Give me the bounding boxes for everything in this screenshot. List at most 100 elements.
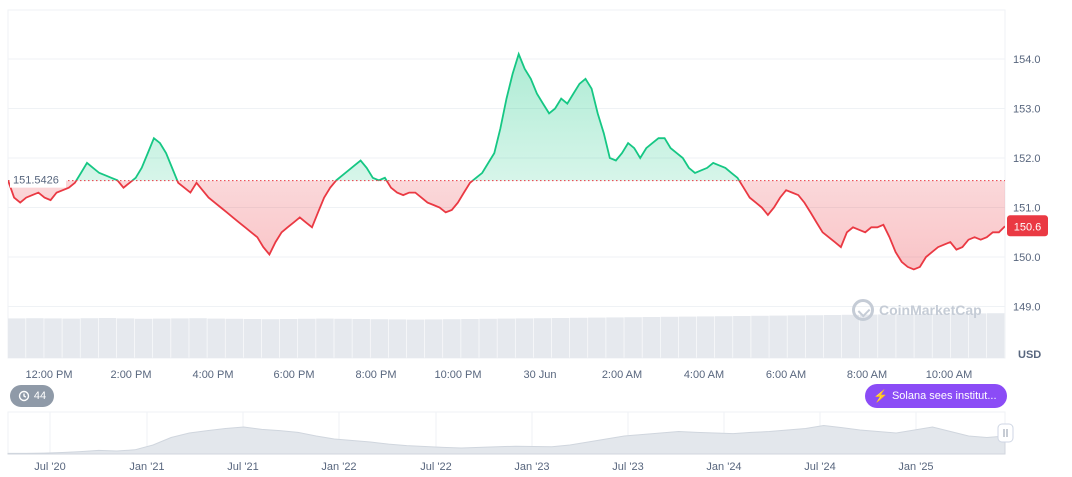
volume-bar — [624, 317, 642, 358]
volume-bar — [533, 318, 552, 358]
area-above-baseline — [8, 54, 1005, 181]
y-tick-label: 153.0 — [1013, 104, 1041, 116]
overview-x-tick-label: Jul '22 — [420, 461, 451, 473]
volume-bar — [642, 317, 660, 358]
volume-bar — [497, 318, 515, 358]
volume-bar — [44, 318, 62, 358]
volume-bar — [968, 313, 987, 358]
volume-bar — [316, 318, 334, 358]
x-tick-label: 2:00 PM — [111, 369, 152, 381]
news-badge-text: Solana sees institut... — [891, 390, 997, 402]
volume-bar — [805, 315, 824, 358]
x-tick-label: 10:00 PM — [434, 369, 481, 381]
x-tick-label: 12:00 PM — [25, 369, 72, 381]
news-badge[interactable]: ⚡ Solana sees institut... — [865, 384, 1007, 408]
x-tick-label: 30 Jun — [523, 369, 556, 381]
overview-x-tick-label: Jan '25 — [898, 461, 933, 473]
x-tick-label: 6:00 AM — [766, 369, 806, 381]
x-tick-label: 10:00 AM — [926, 369, 972, 381]
volume-bar — [424, 319, 443, 358]
volume-bar — [370, 319, 389, 358]
baseline-label: 151.5426 — [13, 175, 59, 187]
x-tick-label: 8:00 PM — [356, 369, 397, 381]
volume-bar — [769, 315, 787, 358]
volume-bar — [80, 318, 99, 358]
volume-bar — [298, 318, 316, 358]
volume-bar — [696, 316, 715, 358]
volume-bar — [859, 314, 878, 358]
volume-bar — [787, 315, 805, 358]
volume-bar — [950, 313, 969, 358]
volume-bar — [98, 318, 117, 358]
volume-bar — [225, 318, 244, 358]
volume-bar — [334, 318, 352, 358]
volume-bar — [134, 318, 153, 358]
volume-bar — [606, 317, 624, 358]
volume-bar — [62, 318, 80, 358]
price-line-up — [8, 51, 741, 181]
volume-bar — [751, 315, 769, 358]
currency-label: USD — [1018, 349, 1041, 361]
volume-bar — [171, 318, 189, 358]
overview-area — [7, 424, 1006, 455]
x-tick-label: 8:00 AM — [847, 369, 887, 381]
volume-bar — [8, 318, 26, 358]
volume-bar — [189, 318, 207, 358]
x-tick-label: 2:00 AM — [602, 369, 642, 381]
volume-bar — [515, 318, 534, 358]
area-below-baseline — [8, 180, 1005, 270]
history-icon — [18, 390, 30, 402]
overview-x-tick-label: Jan '22 — [321, 461, 356, 473]
volume-bar — [588, 317, 606, 358]
volume-bar — [461, 319, 479, 358]
volume-bar — [986, 313, 1005, 358]
overview-x-tick-label: Jul '23 — [612, 461, 643, 473]
volume-bar — [841, 314, 860, 358]
baseline-label-bg — [10, 171, 66, 188]
volume-bar — [678, 316, 697, 358]
y-tick-label: 149.0 — [1013, 302, 1041, 314]
volume-bar — [26, 318, 44, 358]
volume-bar — [153, 318, 171, 358]
y-tick-label: 154.0 — [1013, 54, 1041, 66]
volume-bar — [733, 316, 751, 358]
volume-bar — [823, 315, 842, 358]
current-price-label: 150.6 — [1014, 221, 1042, 233]
y-tick-label: 152.0 — [1013, 153, 1041, 165]
volume-bar — [279, 319, 298, 358]
current-price-tag — [1007, 215, 1048, 237]
volume-bar — [896, 314, 914, 358]
overview-x-tick-label: Jul '20 — [34, 461, 65, 473]
coinmarketcap-logo-icon — [852, 299, 874, 321]
overview-x-tick-label: Jul '24 — [804, 461, 835, 473]
volume-bar — [479, 318, 497, 358]
volume-bar — [406, 319, 425, 358]
y-tick-label: 151.0 — [1013, 203, 1041, 215]
watermark-text: CoinMarketCap — [879, 302, 982, 318]
overview-x-tick-label: Jan '23 — [514, 461, 549, 473]
volume-bar — [388, 319, 407, 358]
overview-x-tick-label: Jan '21 — [129, 461, 164, 473]
volume-bar — [551, 318, 570, 358]
events-count-badge[interactable]: 44 — [10, 385, 54, 407]
overview-x-tick-label: Jul '21 — [227, 461, 258, 473]
overview-x-tick-label: Jan '24 — [706, 461, 741, 473]
volume-bar — [261, 319, 280, 358]
x-tick-label: 6:00 PM — [274, 369, 315, 381]
bolt-icon: ⚡ — [873, 389, 888, 403]
range-handle-icon — [997, 423, 1014, 443]
price-line-down — [8, 180, 1005, 271]
volume-bar — [207, 318, 225, 358]
volume-bar — [243, 319, 262, 358]
x-tick-label: 4:00 PM — [193, 369, 234, 381]
volume-bar — [914, 314, 932, 358]
volume-bar — [443, 319, 461, 358]
volume-bar — [569, 317, 588, 358]
coinmarketcap-watermark: CoinMarketCap — [852, 299, 982, 321]
volume-bar — [352, 319, 370, 358]
y-tick-label: 150.0 — [1013, 252, 1041, 264]
volume-bar — [932, 313, 951, 358]
volume-bar — [660, 316, 679, 358]
events-count-label: 44 — [33, 390, 47, 402]
